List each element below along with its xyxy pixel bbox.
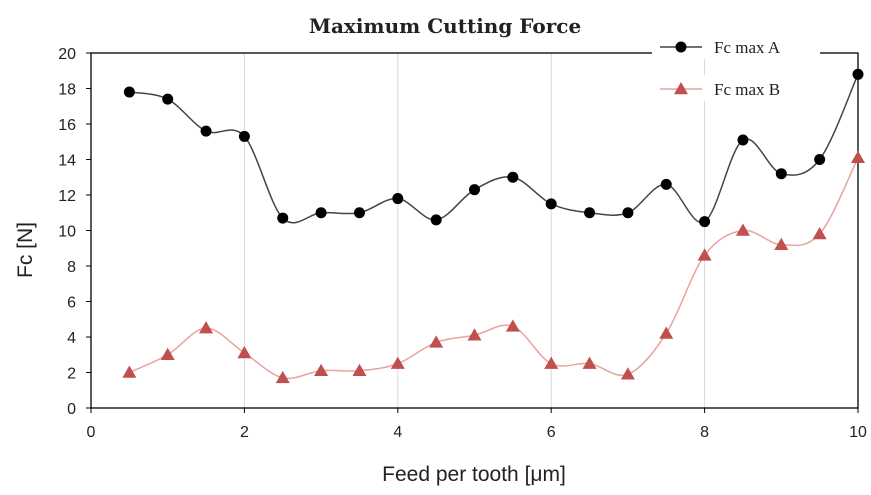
data-point-fc-max-b	[122, 365, 137, 378]
x-tick-label: 2	[240, 424, 249, 441]
data-point-fc-max-b	[735, 223, 750, 236]
data-point-fc-max-a	[814, 154, 826, 165]
data-point-fc-max-b	[352, 363, 367, 376]
data-point-fc-max-a	[162, 93, 174, 105]
data-point-fc-max-a	[353, 207, 365, 219]
data-point-fc-max-b	[275, 370, 290, 384]
data-point-fc-max-a	[545, 198, 557, 210]
data-point-fc-max-a	[507, 171, 519, 183]
data-point-fc-max-a	[622, 207, 634, 219]
data-point-fc-max-b	[582, 356, 597, 369]
data-point-fc-max-a	[469, 184, 480, 196]
data-point-fc-max-b	[544, 356, 559, 369]
data-point-fc-max-a	[277, 212, 289, 224]
y-tick-label: 18	[58, 82, 76, 99]
tick-labels: 0 2 4 6 8 10 0 2 4 6 8 10 12 14 16 18 20	[58, 46, 867, 441]
data-point-fc-max-b	[314, 363, 329, 376]
y-tick-label: 4	[67, 330, 76, 347]
grid	[243, 53, 859, 408]
data-point-fc-max-a	[737, 134, 749, 146]
x-tick-label: 4	[393, 424, 402, 441]
y-tick-label: 12	[58, 188, 76, 205]
y-tick-label: 2	[67, 366, 76, 383]
data-point-fc-max-a	[123, 86, 135, 98]
data-point-fc-max-b	[199, 321, 214, 334]
axes	[86, 52, 859, 413]
y-tick-label: 16	[58, 117, 76, 134]
legend: Fc max A Fc max B	[652, 33, 820, 101]
data-point-fc-max-a	[584, 207, 596, 219]
y-tick-label: 8	[67, 259, 76, 276]
data-point-fc-max-b	[697, 248, 712, 261]
data-point-fc-max-a	[315, 207, 327, 219]
data-point-fc-max-b	[505, 319, 520, 332]
chart-title: Maximum Cutting Force	[309, 14, 581, 38]
y-tick-label: 10	[58, 224, 76, 241]
series-lines	[122, 68, 865, 384]
series-line-fc-max-b	[129, 157, 859, 380]
y-tick-label: 0	[67, 401, 76, 418]
data-point-fc-max-b	[620, 367, 635, 380]
data-point-fc-max-b	[467, 328, 482, 341]
legend-label-fc-max-b: Fc max B	[714, 80, 780, 99]
data-point-fc-max-b	[774, 237, 789, 250]
data-point-fc-max-a	[392, 193, 404, 205]
x-tick-label: 6	[547, 424, 556, 441]
legend-marker-fc-max-b	[674, 82, 688, 95]
x-tick-label: 8	[700, 424, 709, 441]
data-point-fc-max-b	[429, 335, 444, 348]
x-tick-label: 10	[849, 424, 867, 441]
y-axis-label: Fc [N]	[14, 222, 37, 278]
data-point-fc-max-b	[160, 347, 175, 360]
data-point-fc-max-b	[812, 227, 827, 240]
legend-marker-fc-max-a	[675, 41, 687, 53]
data-point-fc-max-b	[851, 150, 865, 163]
data-point-fc-max-a	[200, 125, 212, 137]
data-point-fc-max-a	[775, 168, 787, 180]
y-tick-label: 20	[58, 46, 76, 63]
x-tick-label: 0	[87, 424, 96, 441]
y-tick-label: 6	[67, 295, 76, 312]
data-point-fc-max-b	[659, 326, 674, 339]
data-point-fc-max-a	[660, 178, 672, 190]
data-point-fc-max-a	[699, 216, 711, 228]
y-tick-label: 14	[58, 153, 76, 170]
data-point-fc-max-a	[852, 68, 864, 80]
data-point-fc-max-b	[237, 345, 252, 359]
data-point-fc-max-a	[430, 214, 442, 226]
x-axis-label: Feed per tooth [μm]	[382, 463, 566, 486]
data-point-fc-max-a	[238, 130, 250, 142]
data-point-fc-max-b	[390, 356, 405, 369]
legend-label-fc-max-a: Fc max A	[714, 38, 781, 57]
